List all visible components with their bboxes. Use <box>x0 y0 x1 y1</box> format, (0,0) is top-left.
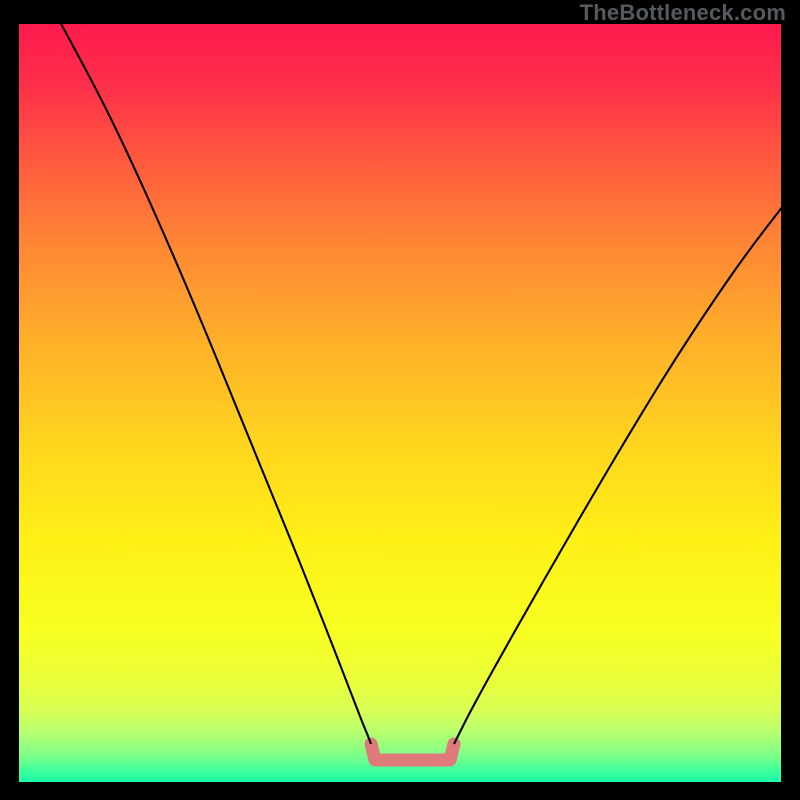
curves-layer <box>0 0 800 800</box>
watermark-text: TheBottleneck.com <box>580 0 786 26</box>
right-curve <box>454 206 783 744</box>
left-curve <box>60 22 371 744</box>
valley-marker <box>371 744 454 760</box>
chart-stage: TheBottleneck.com <box>0 0 800 800</box>
